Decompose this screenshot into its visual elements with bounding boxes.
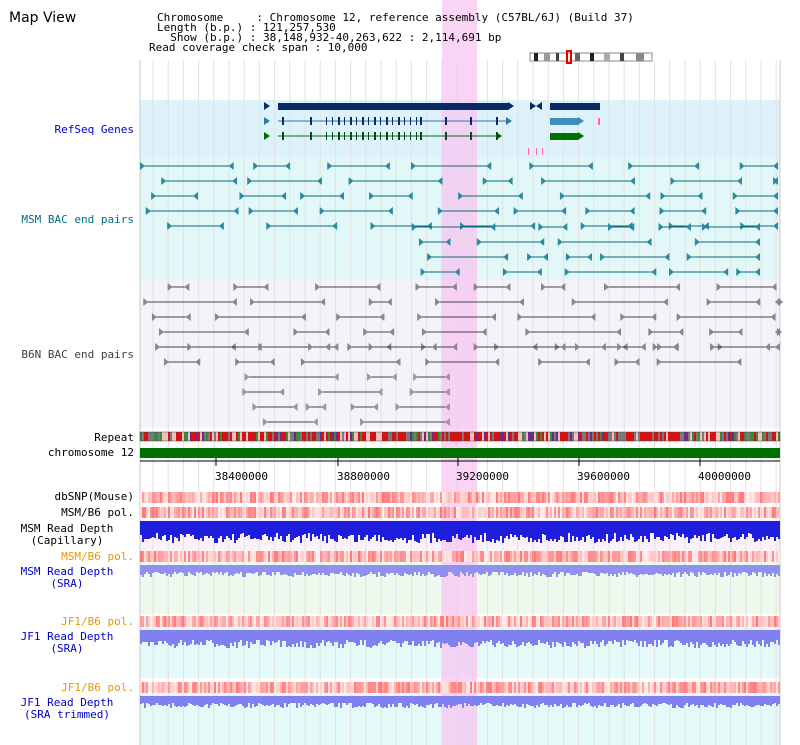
info-chromosome: Chromosome : Chromosome 12, reference as… <box>157 11 634 24</box>
refseq-gene <box>550 103 600 110</box>
info-length: Length (b.p.) : 121,257,530 <box>157 21 336 34</box>
track-label-jf1-b6-pol-1[interactable]: JF1/B6 pol. <box>61 615 134 628</box>
track-label-refseq[interactable]: RefSeq Genes <box>54 123 134 136</box>
axis-tick-label: 40000000 <box>698 470 751 483</box>
track-label-msm-depth-sra-1[interactable]: MSM Read Depth <box>20 565 114 578</box>
track-label-repeat[interactable]: Repeat <box>94 431 134 444</box>
axis-tick-label: 39600000 <box>577 470 630 483</box>
track-label-jf1-b6-pol-2[interactable]: JF1/B6 pol. <box>61 681 134 694</box>
track-label-msm-b6-pol-1[interactable]: MSM/B6 pol. <box>61 506 134 519</box>
track-label-msm-depth-cap-1[interactable]: MSM Read Depth <box>20 522 114 535</box>
track-label-msm-bac[interactable]: MSM BAC end pairs <box>21 213 134 226</box>
refseq-gene <box>278 103 508 110</box>
track-label-dbsnp[interactable]: dbSNP(Mouse) <box>54 490 134 503</box>
chromosome-bar <box>140 448 780 458</box>
axis-tick-label: 39200000 <box>456 470 509 483</box>
ideogram-position-marker <box>566 50 572 64</box>
track-label-jf1-depth-sra-2: (SRA) <box>50 642 84 655</box>
refseq-gene <box>550 118 578 125</box>
refseq-gene <box>550 133 578 140</box>
info-coverage-span: Read coverage check span : 10,000 <box>149 41 368 54</box>
axis-tick-label: 38800000 <box>337 470 390 483</box>
track-label-jf1-depth-trim-1[interactable]: JF1 Read Depth <box>20 696 114 709</box>
info-show-range: Show (b.p.) : 38,148,932-40,263,622 : 2,… <box>157 31 502 44</box>
track-label-msm-b6-pol-2[interactable]: MSM/B6 pol. <box>61 550 134 563</box>
map-view-title: Map View <box>9 10 77 26</box>
axis-tick-label: 38400000 <box>215 470 268 483</box>
track-label-msm-depth-sra-2: (SRA) <box>50 577 84 590</box>
track-label-b6n-bac[interactable]: B6N BAC end pairs <box>21 348 134 361</box>
track-label-msm-depth-cap-2: (Capillary) <box>30 534 104 547</box>
track-label-jf1-depth-trim-2: (SRA trimmed) <box>23 708 111 721</box>
track-label-jf1-depth-sra-1[interactable]: JF1 Read Depth <box>20 630 114 643</box>
track-label-chromosome[interactable]: chromosome 12 <box>47 446 134 459</box>
repeat-track <box>139 431 781 442</box>
